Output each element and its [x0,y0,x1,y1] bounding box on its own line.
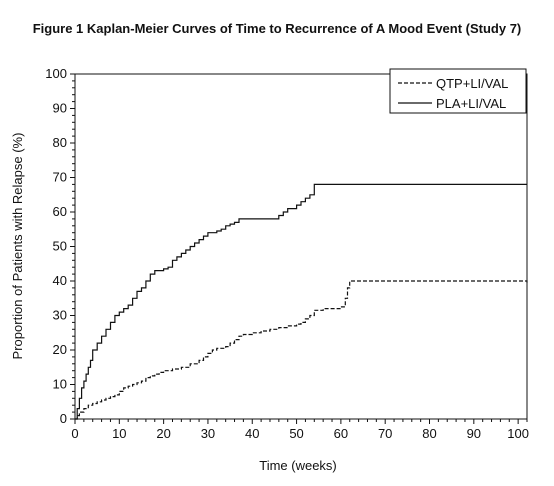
x-tick-label: 60 [334,426,348,441]
y-axis-label: Proportion of Patients with Relapse (%) [10,133,25,360]
x-tick-label: 90 [467,426,481,441]
legend-box [389,68,527,114]
x-tick-label: 40 [245,426,259,441]
chart-title: Figure 1 Kaplan-Meier Curves of Time to … [33,21,522,36]
plot-area: 0 10 20 30 40 50 60 70 80 90 100 0 10 20 30 40 50 60 70 80 9… [45,66,529,441]
y-tick-label: 10 [53,377,67,392]
x-tick-label: 100 [507,426,529,441]
y-tick-label: 60 [53,204,67,219]
y-tick-label: 50 [53,239,67,254]
series-line-pla [75,183,527,420]
y-tick-label: 0 [60,411,67,426]
plot-frame [74,73,528,420]
x-tick-label: 50 [289,426,303,441]
x-tick-label: 80 [422,426,436,441]
x-tick-label: 70 [378,426,392,441]
y-tick-label: 100 [45,66,67,81]
legend-label: QTP+LI/VAL [436,76,508,91]
y-tick-label: 80 [53,135,67,150]
y-tick-label: 20 [53,342,67,357]
y-tick-label: 70 [53,170,67,185]
x-tick-label: 0 [71,426,78,441]
legend-label: PLA+LI/VAL [436,96,506,111]
legend: QTP+LI/VAL PLA+LI/VAL [389,68,527,114]
y-tick-label: 40 [53,273,67,288]
x-tick-label: 10 [112,426,126,441]
series-line-qtp [75,280,528,420]
x-tick-label: 30 [201,426,215,441]
x-axis-label: Time (weeks) [259,458,337,473]
x-tick-label: 20 [156,426,170,441]
y-tick-label: 90 [53,101,67,116]
y-tick-label: 30 [53,308,67,323]
